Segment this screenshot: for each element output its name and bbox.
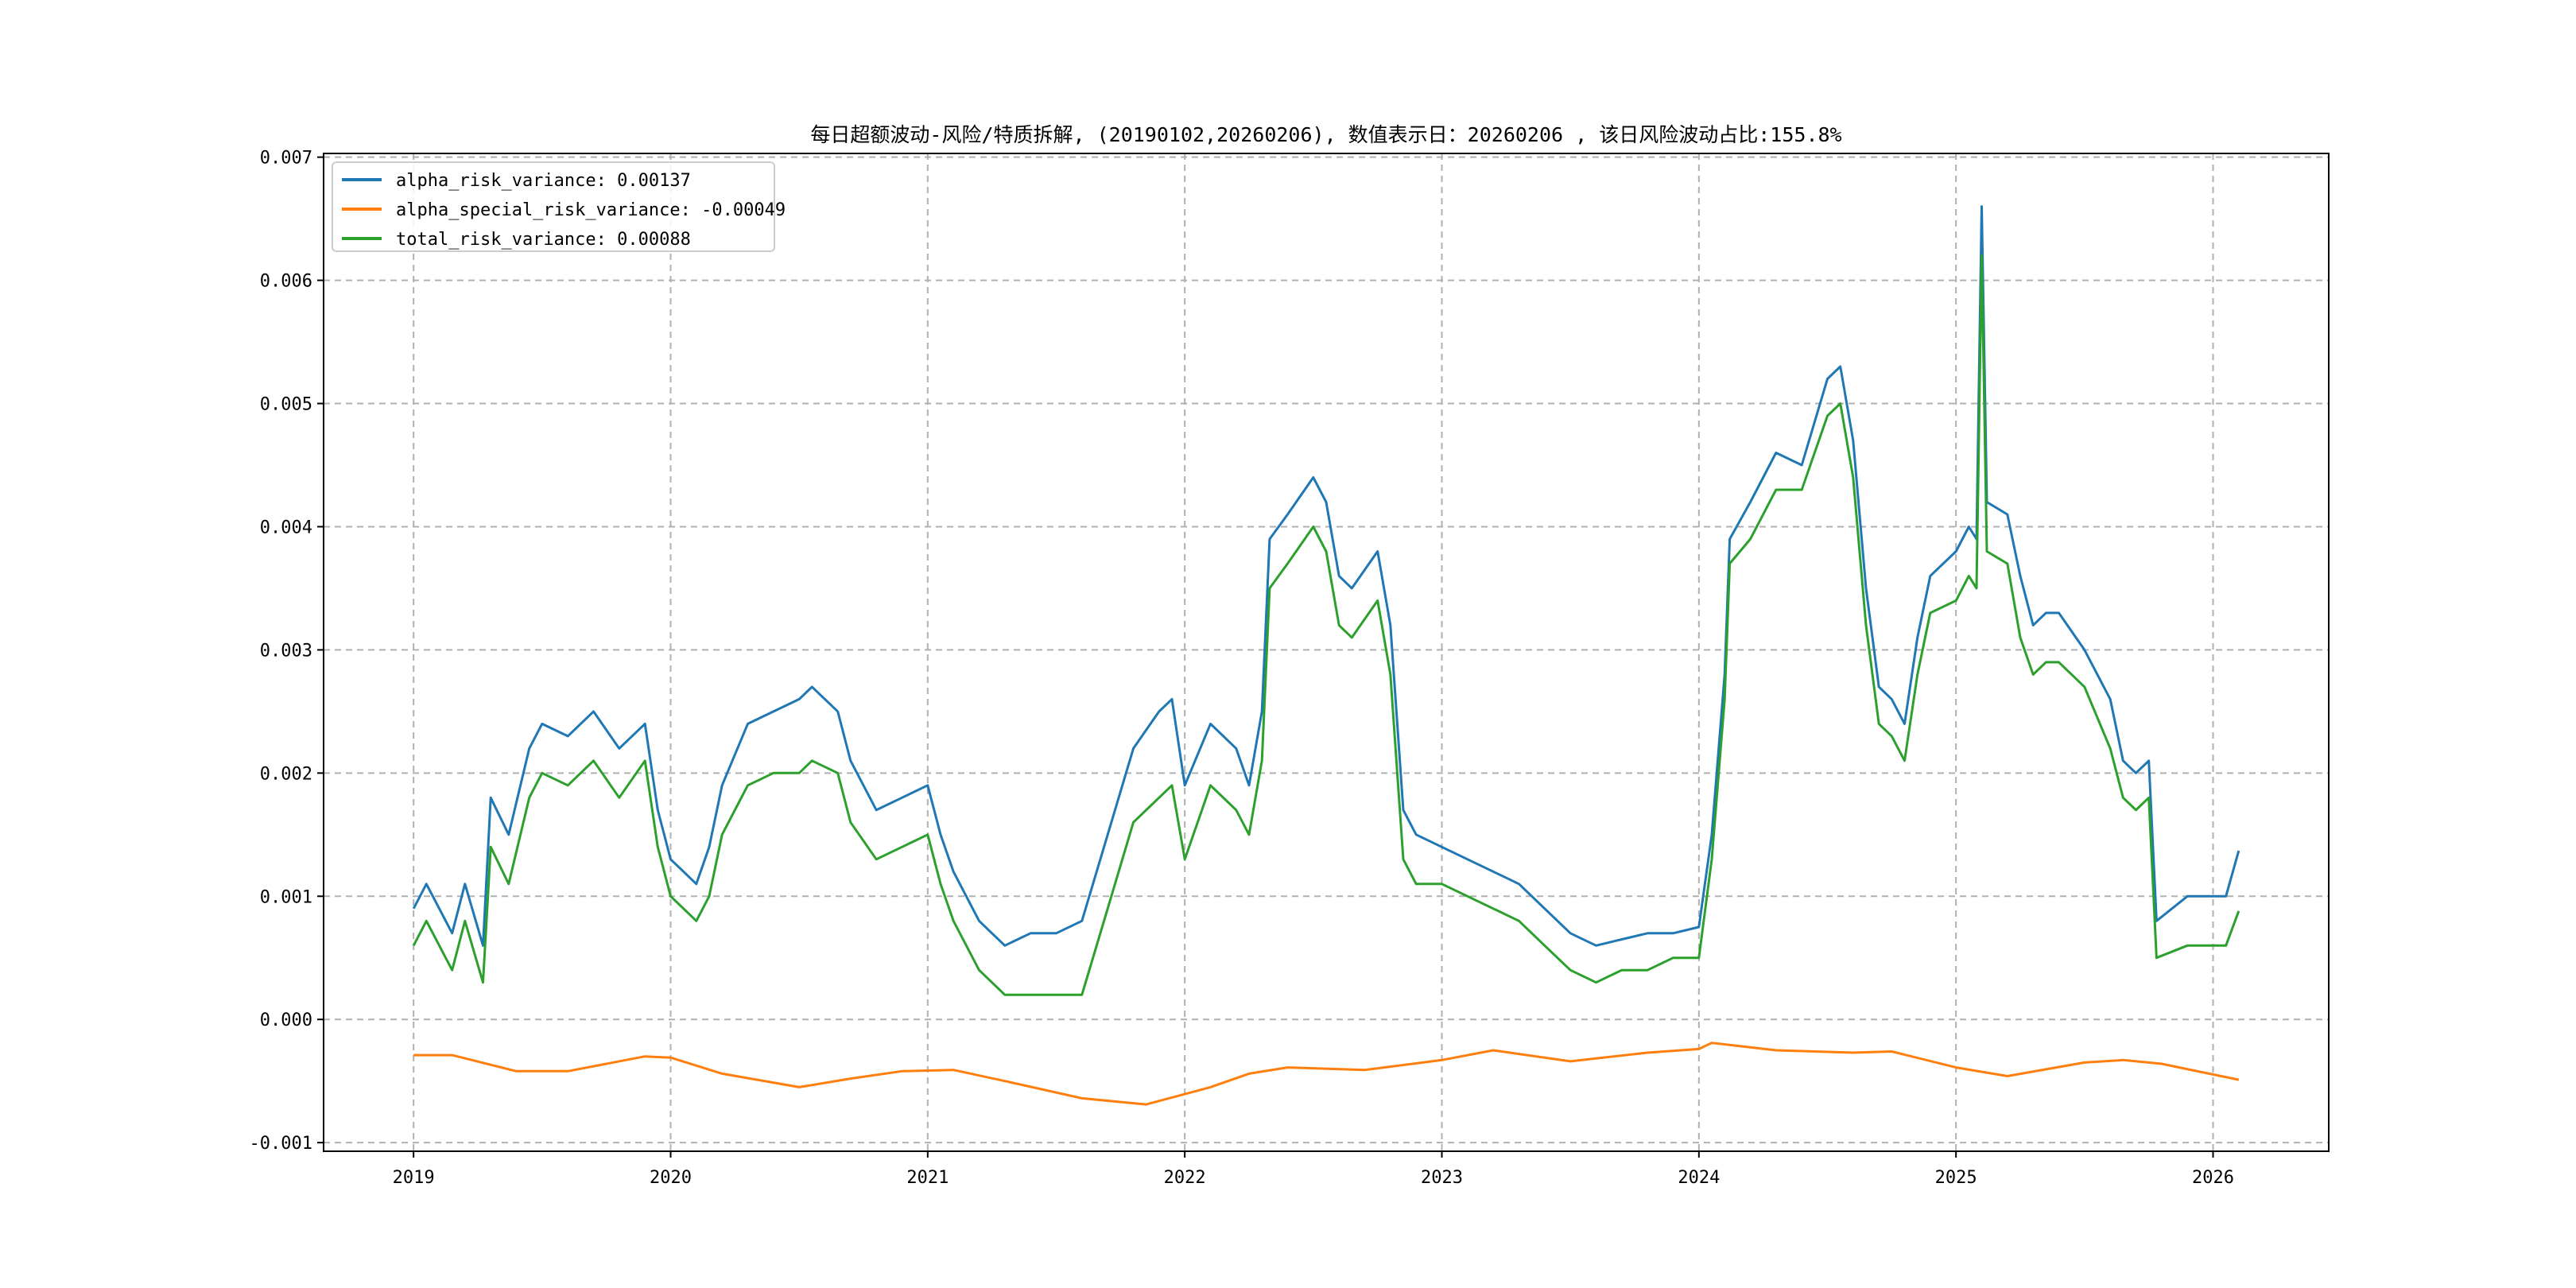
legend-box: [332, 161, 775, 252]
y-tick-label: 0.001: [260, 887, 312, 907]
chart-title: 每日超额波动-风险/特质拆解, (20190102,20260206), 数值表…: [810, 123, 1841, 146]
y-tick-label: 0.000: [260, 1011, 312, 1030]
legend-label: alpha_risk_variance: 0.00137: [396, 171, 691, 191]
x-tick-label: 2022: [1164, 1168, 1206, 1188]
y-tick-label: 0.002: [260, 764, 312, 784]
y-tick-label: 0.003: [260, 641, 312, 661]
x-tick-label: 2024: [1678, 1168, 1720, 1188]
x-axis: 2019 2020 2021 2022 2023 2024 2025 2026: [393, 1151, 2234, 1188]
y-tick-label: 0.004: [260, 518, 312, 537]
legend-label: alpha_special_risk_variance: -0.00049: [396, 200, 786, 220]
y-tick-label: 0.005: [260, 395, 312, 415]
series-line-alpha-special-risk-variance: [413, 1042, 2240, 1106]
y-axis: -0.001 0.000 0.001 0.002 0.003 0.004 0.005 0.00…: [250, 149, 324, 1154]
x-tick-label: 2021: [906, 1168, 949, 1188]
x-tick-label: 2020: [650, 1168, 692, 1188]
legend: alpha_risk_variance: 0.00137 alpha_specia…: [332, 161, 786, 252]
plot-lines: [412, 205, 2240, 1106]
plot-frame: [323, 153, 2330, 1152]
y-tick-label: -0.001: [250, 1134, 312, 1154]
y-tick-label: 0.007: [260, 149, 312, 169]
x-tick-label: 2026: [2192, 1168, 2234, 1188]
x-tick-label: 2025: [1935, 1168, 1977, 1188]
series-line-total-risk-variance: [412, 254, 2240, 996]
x-tick-label: 2023: [1421, 1168, 1463, 1188]
legend-label: total_risk_variance: 0.00088: [396, 230, 691, 250]
grid: [324, 153, 2329, 1151]
y-tick-label: 0.006: [260, 272, 312, 292]
x-tick-label: 2019: [393, 1168, 435, 1188]
